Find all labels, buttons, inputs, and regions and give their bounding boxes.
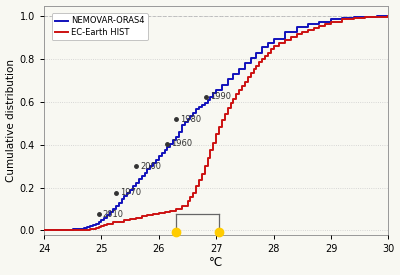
Text: 1970: 1970 xyxy=(120,188,141,197)
NEMOVAR-ORAS4 xyxy=(386,15,391,18)
EC-Earth HIST xyxy=(162,210,167,214)
EC-Earth HIST xyxy=(42,229,46,232)
NEMOVAR-ORAS4 xyxy=(191,111,196,114)
EC-Earth HIST xyxy=(185,200,190,203)
Legend: NEMOVAR-ORAS4, EC-Earth HIST: NEMOVAR-ORAS4, EC-Earth HIST xyxy=(52,13,148,40)
NEMOVAR-ORAS4 xyxy=(145,168,150,171)
Text: 1990: 1990 xyxy=(210,92,231,101)
EC-Earth HIST xyxy=(208,148,213,152)
Text: 1980: 1980 xyxy=(180,114,201,123)
Text: 2010: 2010 xyxy=(103,210,124,219)
Y-axis label: Cumulative distribution: Cumulative distribution xyxy=(6,59,16,182)
NEMOVAR-ORAS4 xyxy=(70,228,75,231)
NEMOVAR-ORAS4 xyxy=(168,142,173,145)
Line: EC-Earth HIST: EC-Earth HIST xyxy=(44,16,388,230)
Text: 1960: 1960 xyxy=(172,139,193,148)
Text: 2000: 2000 xyxy=(140,162,161,170)
Line: NEMOVAR-ORAS4: NEMOVAR-ORAS4 xyxy=(44,16,388,230)
EC-Earth HIST xyxy=(386,15,391,18)
EC-Earth HIST xyxy=(277,41,282,45)
NEMOVAR-ORAS4 xyxy=(128,188,132,191)
EC-Earth HIST xyxy=(328,20,333,23)
NEMOVAR-ORAS4 xyxy=(340,17,345,20)
X-axis label: °C: °C xyxy=(209,257,223,269)
EC-Earth HIST xyxy=(128,217,132,220)
NEMOVAR-ORAS4 xyxy=(42,229,46,232)
